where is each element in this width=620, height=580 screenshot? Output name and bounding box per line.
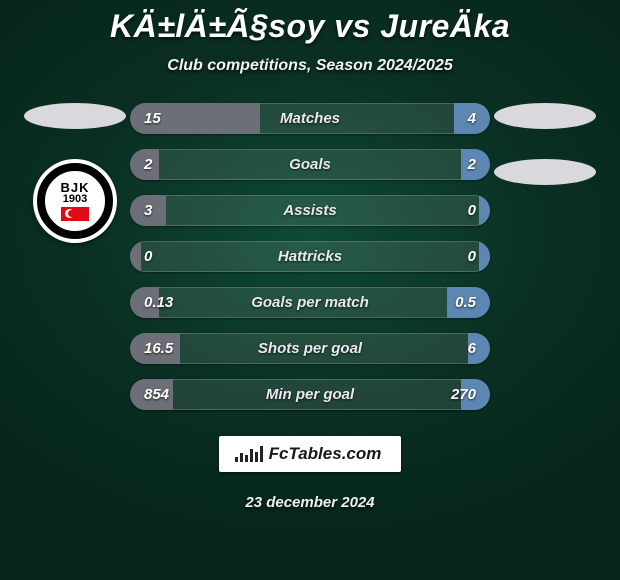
stat-value-right: 0 <box>468 202 476 219</box>
page-title: KÄ±lÄ±Ã§soy vs JureÄka <box>110 8 510 45</box>
stats-column: 15Matches42Goals23Assists00Hattricks00.1… <box>130 103 490 410</box>
card-content: KÄ±lÄ±Ã§soy vs JureÄka Club competitions… <box>0 0 620 580</box>
right-player-col <box>490 103 600 185</box>
stat-value-right: 6 <box>468 340 476 357</box>
stat-label: Shots per goal <box>130 340 490 357</box>
page-subtitle: Club competitions, Season 2024/2025 <box>167 57 452 75</box>
stat-row: 15Matches4 <box>130 103 490 134</box>
right-player-photo-placeholder <box>494 103 596 129</box>
right-club-logo-placeholder <box>494 159 596 185</box>
stat-value-right: 270 <box>451 386 476 403</box>
club-logo-inner: BJK 1903 <box>60 182 89 221</box>
left-club-logo: BJK 1903 <box>33 159 117 243</box>
stat-label: Goals <box>130 156 490 173</box>
stat-row: 854Min per goal270 <box>130 379 490 410</box>
stat-value-right: 0.5 <box>455 294 476 311</box>
stat-row: 2Goals2 <box>130 149 490 180</box>
stat-label: Assists <box>130 202 490 219</box>
stat-row: 0Hattricks0 <box>130 241 490 272</box>
stat-value-right: 2 <box>468 156 476 173</box>
bars-icon <box>235 446 263 462</box>
stat-label: Min per goal <box>130 386 490 403</box>
stat-row: 0.13Goals per match0.5 <box>130 287 490 318</box>
stat-label: Matches <box>130 110 490 127</box>
site-label: FcTables.com <box>269 444 382 464</box>
stat-row: 16.5Shots per goal6 <box>130 333 490 364</box>
stat-value-right: 0 <box>468 248 476 265</box>
left-player-photo-placeholder <box>24 103 126 129</box>
club-flag-icon <box>61 207 89 221</box>
club-year: 1903 <box>63 193 87 205</box>
site-badge[interactable]: FcTables.com <box>219 436 402 472</box>
stat-label: Goals per match <box>130 294 490 311</box>
left-player-col: BJK 1903 <box>20 103 130 243</box>
stat-row: 3Assists0 <box>130 195 490 226</box>
main-row: BJK 1903 15Matches42Goals23Assists00Hatt… <box>0 103 620 410</box>
stat-value-right: 4 <box>468 110 476 127</box>
date-label: 23 december 2024 <box>245 494 374 511</box>
stat-label: Hattricks <box>130 248 490 265</box>
